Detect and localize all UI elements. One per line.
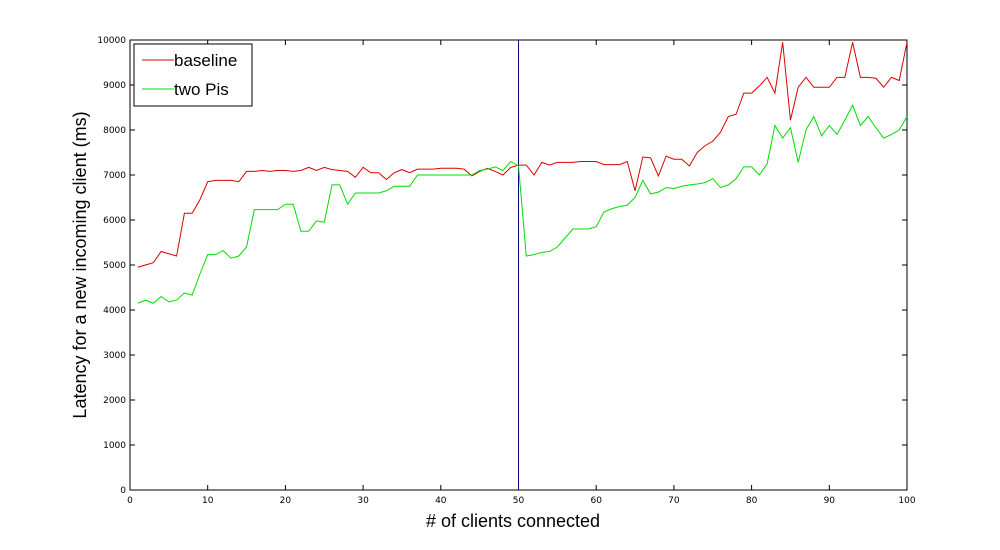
series-lines bbox=[137, 40, 908, 490]
axis-ticks: 0 10 20 30 40 50 60 70 80 90 100010002000300040005… bbox=[97, 36, 915, 506]
x-tick-label: 90 bbox=[824, 496, 836, 506]
y-tick-label: 3000 bbox=[103, 351, 126, 361]
x-tick-label: 100 bbox=[898, 496, 915, 506]
series-line-baseline bbox=[137, 42, 908, 268]
x-tick-label: 0 bbox=[127, 496, 133, 506]
x-tick-label: 40 bbox=[435, 496, 447, 506]
legend-box bbox=[133, 43, 253, 107]
y-tick-label: 5000 bbox=[103, 261, 126, 271]
y-tick-label: 8000 bbox=[103, 126, 126, 136]
x-tick-label: 70 bbox=[668, 496, 680, 506]
x-tick-label: 10 bbox=[202, 496, 214, 506]
y-tick-label: 0 bbox=[120, 486, 126, 496]
y-tick-label: 4000 bbox=[103, 306, 126, 316]
x-tick-label: 80 bbox=[746, 496, 758, 506]
series-line-two-pis bbox=[137, 104, 908, 304]
x-tick-label: 20 bbox=[280, 496, 292, 506]
y-tick-label: 9000 bbox=[103, 81, 126, 91]
x-axis-label: # of clients connected bbox=[426, 511, 600, 531]
y-tick-label: 2000 bbox=[103, 396, 126, 406]
legend-label: two Pis bbox=[174, 80, 229, 99]
x-tick-label: 30 bbox=[357, 496, 369, 506]
y-tick-label: 10000 bbox=[97, 36, 126, 46]
legend: baseline two Pis bbox=[133, 43, 253, 107]
y-axis-label: Latency for a new incoming client (ms) bbox=[70, 111, 90, 418]
y-tick-label: 6000 bbox=[103, 216, 126, 226]
y-tick-label: 7000 bbox=[103, 171, 126, 181]
x-tick-label: 50 bbox=[513, 496, 525, 506]
y-tick-label: 1000 bbox=[103, 441, 126, 451]
legend-label: baseline bbox=[174, 51, 237, 70]
x-tick-label: 60 bbox=[590, 496, 602, 506]
